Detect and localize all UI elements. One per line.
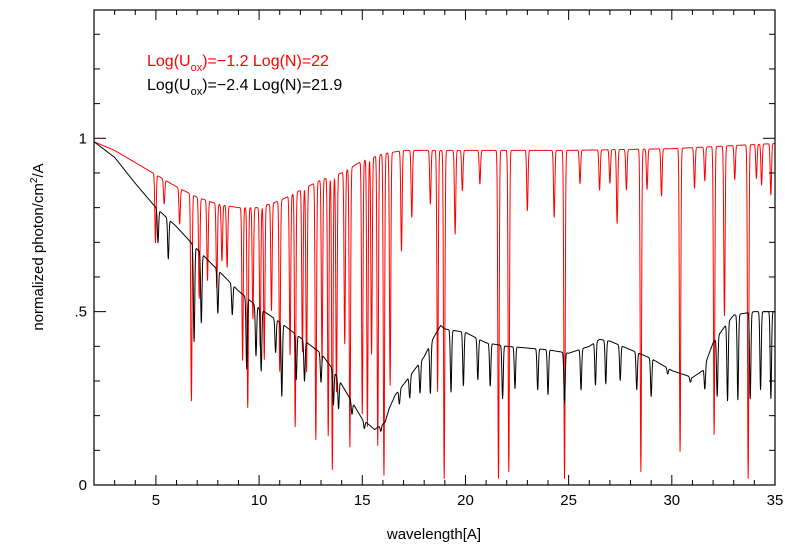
y-axis: 0.51 <box>74 33 775 494</box>
x-axis-title: wavelength[A] <box>386 526 481 543</box>
series-line-black <box>93 141 776 432</box>
series-line-red <box>93 141 776 479</box>
x-tick-label: 10 <box>251 492 268 509</box>
x-axis: 5 10 15 20 25 30 35 <box>114 10 784 509</box>
legend-black-sub: ox <box>191 86 203 98</box>
x-tick-label: 35 <box>767 492 784 509</box>
legend-red-post: )=−1.2 Log(N)=22 <box>202 53 329 70</box>
legend-entry-black: Log(Uox)=−2.4 Log(N)=21.9 <box>147 77 342 98</box>
y-tick-label: .5 <box>74 304 87 321</box>
legend-red-sub: ox <box>191 62 203 74</box>
legend-black-post: )=−2.4 Log(N)=21.9 <box>202 77 342 94</box>
y-axis-title-main: normalized photon/cm <box>30 183 47 331</box>
x-tick-label: 15 <box>354 492 371 509</box>
legend-red-pre: Log(U <box>147 53 191 70</box>
legend-entry-red: Log(Uox)=−1.2 Log(N)=22 <box>147 53 329 74</box>
y-tick-label: 1 <box>79 130 87 147</box>
legend-black-pre: Log(U <box>147 77 191 94</box>
y-axis-title-superscript: 2 <box>29 177 40 183</box>
plot-frame <box>93 9 776 486</box>
y-axis-title: normalized photon/cm2/A <box>29 163 47 330</box>
y-tick-label: 0 <box>79 477 87 494</box>
y-axis-title-tail: /A <box>30 163 47 177</box>
x-tick-label: 30 <box>663 492 680 509</box>
series-layer <box>93 141 776 479</box>
x-tick-label: 5 <box>152 492 160 509</box>
legend: Log(Uox)=−1.2 Log(N)=22 Log(Uox)=−2.4 Lo… <box>147 53 342 98</box>
x-tick-label: 20 <box>457 492 474 509</box>
x-tick-label: 25 <box>560 492 577 509</box>
